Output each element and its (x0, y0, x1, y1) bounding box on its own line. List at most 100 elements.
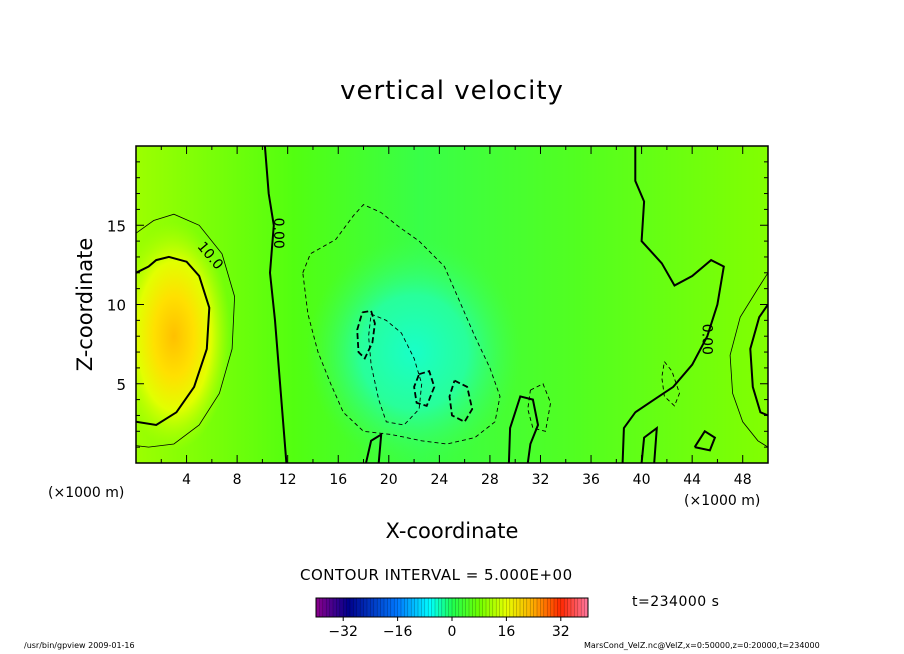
colorbar-tick-label: 32 (552, 624, 570, 640)
colorbar-swatch (319, 598, 324, 617)
colorbar-swatch (520, 598, 524, 617)
colorbar-tick-label: −16 (383, 624, 413, 640)
colorbar-swatch (363, 598, 368, 617)
x-tick-label: 48 (734, 472, 752, 488)
x-tick-label: 12 (279, 472, 297, 488)
colorbar-swatch (574, 598, 579, 617)
colorbar-swatch (435, 598, 439, 617)
colorbar-swatch (479, 598, 483, 617)
colorbar-swatch (326, 598, 330, 617)
colorbar-swatch (329, 598, 334, 617)
contour-neg5-down (302, 204, 501, 445)
colorbar-swatch (336, 598, 341, 617)
colorbar-swatch (411, 598, 415, 617)
contour-zero-bottom-right (640, 425, 658, 463)
colorbar-swatch (384, 598, 388, 617)
contour-interval-label: CONTOUR INTERVAL = 5.000E+00 (300, 566, 573, 584)
colorbar-swatch (533, 598, 538, 617)
colorbar-swatch (492, 598, 497, 617)
y-tick-label: 5 (116, 376, 126, 394)
colorbar-swatch (503, 598, 507, 617)
colorbar-swatch (356, 598, 361, 617)
colorbar-swatch (472, 598, 477, 617)
colorbar-swatch (543, 598, 548, 617)
colorbar-swatch (560, 598, 565, 617)
colorbar-swatch (346, 598, 351, 617)
colorbar-swatch (475, 598, 480, 617)
colorbar-swatch (571, 598, 575, 617)
y-tick-label: 10 (107, 297, 126, 315)
contour-zero-right (621, 146, 725, 463)
x-tick-label: 40 (633, 472, 651, 488)
contour-zero-right-edge (749, 303, 768, 417)
y-tick-label: 15 (107, 217, 126, 235)
colorbar-swatch (523, 598, 528, 617)
x-tick-label: 28 (481, 472, 499, 488)
x-tick-label: 8 (233, 472, 242, 488)
colorbar-swatch (421, 598, 426, 617)
colorbar-swatch (469, 598, 473, 617)
colorbar-tick-label: −32 (328, 624, 358, 640)
colorbar-swatch (316, 598, 320, 617)
colorbar-swatch (401, 598, 405, 617)
colorbar-swatch (333, 598, 337, 617)
colorbar-swatch (414, 598, 419, 617)
x-tick-label: 44 (683, 472, 701, 488)
colorbar-swatch (441, 598, 446, 617)
updraft-core (136, 222, 231, 451)
contour-lines (136, 146, 768, 463)
colorbar-swatch (424, 598, 429, 617)
colorbar-swatch (458, 598, 463, 617)
x-tick-label: 36 (582, 472, 600, 488)
colorbar-swatch (404, 598, 409, 617)
contour-zero-bottom-mid (507, 395, 540, 463)
footer-right: MarsCond_VelZ.nc@VelZ,x=0:50000,z=0:2000… (584, 641, 820, 650)
colorbar-swatch (540, 598, 545, 617)
footer-left: /usr/bin/gpview 2009-01-16 (24, 641, 135, 650)
colorbar-swatch (431, 598, 436, 617)
x-tick-label: 20 (380, 472, 398, 488)
x-tick-label: 4 (182, 472, 191, 488)
contour-neg5-inner (368, 313, 423, 426)
colorbar-swatch (577, 598, 582, 617)
colorbar-swatch (567, 598, 572, 617)
downdraft-region (306, 237, 522, 463)
colorbar-tick-label: 16 (497, 624, 515, 640)
contour-zero-bottom-left (365, 432, 383, 463)
colorbar-swatch (380, 598, 385, 617)
colorbar-swatch (390, 598, 395, 617)
x-tick-label: 32 (532, 472, 550, 488)
contour-label: 0.00 (698, 324, 714, 355)
colorbar-swatch (462, 598, 466, 617)
colorbar-swatch (373, 598, 378, 617)
colorbar-swatch (489, 598, 494, 617)
colorbar-swatch (557, 598, 562, 617)
colorbar-swatch (496, 598, 500, 617)
colorbar-swatch (530, 598, 534, 617)
colorbar-swatch (537, 598, 541, 617)
z-unit-label: (×1000 m) (48, 485, 124, 501)
colorbar-swatch (465, 598, 470, 617)
colorbar-swatch (367, 598, 371, 617)
colorbar-swatch (564, 598, 568, 617)
contour-zero-bottom-far (693, 429, 717, 452)
colorbar-swatch (526, 598, 531, 617)
colorbar-swatch (455, 598, 460, 617)
colorbar-swatch (513, 598, 517, 617)
colorbar-swatch (486, 598, 490, 617)
colorbar-swatch (370, 598, 375, 617)
contour-neg5-small (527, 383, 552, 432)
colorbar-swatch (584, 598, 589, 617)
colorbar-swatch (550, 598, 555, 617)
colorbar-swatch (581, 598, 585, 617)
contour-neg10-a (356, 309, 376, 360)
colorbar-swatch (448, 598, 453, 617)
colorbar-swatch (506, 598, 511, 617)
colorbar-swatch (350, 598, 354, 617)
colorbar-swatch (438, 598, 443, 617)
colorbar-swatch (554, 598, 558, 617)
colorbar-swatch (339, 598, 344, 617)
x-tick-label: 16 (329, 472, 347, 488)
contour-neg10-b (413, 369, 436, 408)
